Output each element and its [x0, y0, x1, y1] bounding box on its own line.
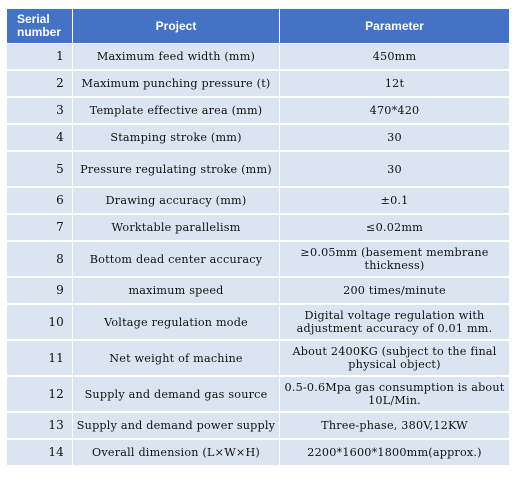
row-parameter: 200 times/minute: [279, 276, 510, 305]
table-row: 2 Maximum punching pressure (t) 12t: [6, 69, 510, 98]
row-project: Pressure regulating stroke (mm): [72, 150, 280, 188]
table-row: 4 Stamping stroke (mm) 30: [6, 123, 510, 152]
table-row: 13 Supply and demand power supply Three-…: [6, 411, 510, 440]
row-parameter: 450mm: [279, 43, 510, 71]
header-parameter: Parameter: [279, 8, 510, 44]
row-parameter: 30: [279, 150, 510, 188]
header-serial: Serial number: [6, 8, 73, 44]
table-row: 10 Voltage regulation mode Digital volta…: [6, 303, 510, 341]
row-project: Maximum feed width (mm): [72, 43, 280, 71]
row-parameter: ≤0.02mm: [279, 213, 510, 242]
row-parameter: 0.5-0.6Mpa gas consumption is about 10L/…: [279, 375, 510, 413]
table-header-row: Serial number Project Parameter: [6, 8, 510, 44]
table-row: 12 Supply and demand gas source 0.5-0.6M…: [6, 375, 510, 413]
spec-table-container: Serial number Project Parameter 1 Maximu…: [6, 8, 510, 467]
row-parameter: About 2400KG (subject to the final physi…: [279, 339, 510, 377]
row-parameter: ≥0.05mm (basement membrane thickness): [279, 240, 510, 278]
row-project: Voltage regulation mode: [72, 303, 280, 341]
row-project: Template effective area (mm): [72, 96, 280, 125]
row-project: Bottom dead center accuracy: [72, 240, 280, 278]
row-number: 7: [6, 213, 73, 242]
row-parameter: ±0.1: [279, 186, 510, 215]
row-number: 4: [6, 123, 73, 152]
table-row: 7 Worktable parallelism ≤0.02mm: [6, 213, 510, 242]
row-number: 3: [6, 96, 73, 125]
row-project: Drawing accuracy (mm): [72, 186, 280, 215]
row-project: Stamping stroke (mm): [72, 123, 280, 152]
table-row: 5 Pressure regulating stroke (mm) 30: [6, 150, 510, 188]
row-project: Worktable parallelism: [72, 213, 280, 242]
table-row: 6 Drawing accuracy (mm) ±0.1: [6, 186, 510, 215]
row-number: 2: [6, 69, 73, 98]
table-row: 14 Overall dimension (L×W×H) 2200*1600*1…: [6, 438, 510, 467]
row-number: 12: [6, 375, 73, 413]
row-project: maximum speed: [72, 276, 280, 305]
row-number: 11: [6, 339, 73, 377]
row-number: 13: [6, 411, 73, 440]
row-number: 8: [6, 240, 73, 278]
row-parameter: 470*420: [279, 96, 510, 125]
row-project: Supply and demand gas source: [72, 375, 280, 413]
row-project: Supply and demand power supply: [72, 411, 280, 440]
row-parameter: Digital voltage regulation with adjustme…: [279, 303, 510, 341]
row-parameter: 2200*1600*1800mm(approx.): [279, 438, 510, 467]
row-number: 9: [6, 276, 73, 305]
row-number: 14: [6, 438, 73, 467]
row-number: 10: [6, 303, 73, 341]
row-project: Net weight of machine: [72, 339, 280, 377]
spec-table: Serial number Project Parameter 1 Maximu…: [6, 8, 510, 467]
row-parameter: Three-phase, 380V,12KW: [279, 411, 510, 440]
table-row: 8 Bottom dead center accuracy ≥0.05mm (b…: [6, 240, 510, 278]
row-parameter: 30: [279, 123, 510, 152]
row-project: Overall dimension (L×W×H): [72, 438, 280, 467]
row-number: 6: [6, 186, 73, 215]
row-parameter: 12t: [279, 69, 510, 98]
row-project: Maximum punching pressure (t): [72, 69, 280, 98]
table-row: 3 Template effective area (mm) 470*420: [6, 96, 510, 125]
row-number: 1: [6, 43, 73, 71]
table-row: 9 maximum speed 200 times/minute: [6, 276, 510, 305]
header-project: Project: [72, 8, 280, 44]
table-row: 11 Net weight of machine About 2400KG (s…: [6, 339, 510, 377]
row-number: 5: [6, 150, 73, 188]
table-row: 1 Maximum feed width (mm) 450mm: [6, 43, 510, 71]
